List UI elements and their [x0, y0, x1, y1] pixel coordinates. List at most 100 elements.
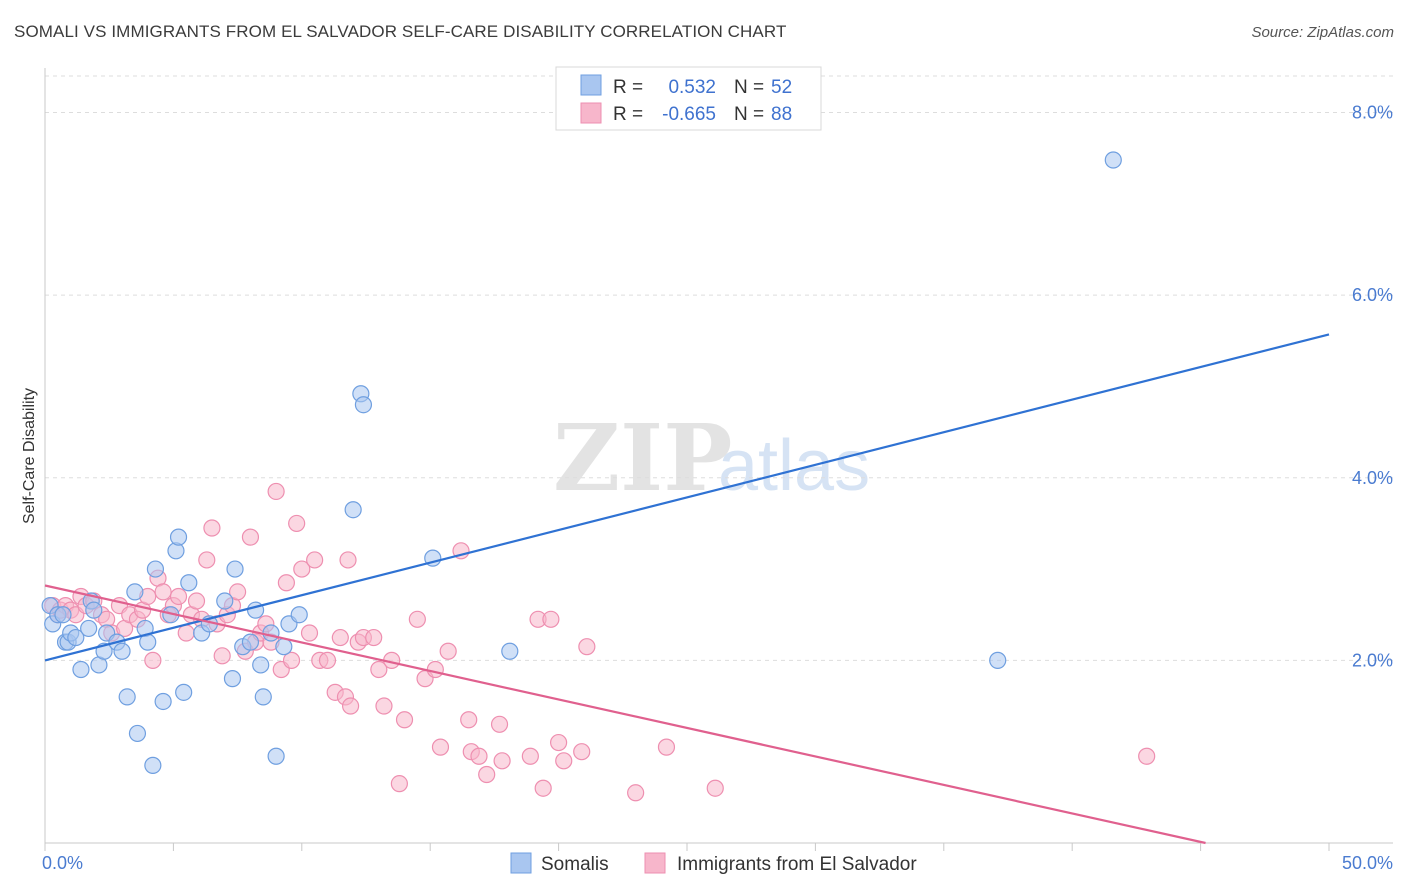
salvador-point	[177, 624, 195, 642]
salvador-point	[306, 551, 324, 569]
somali-point	[216, 592, 234, 610]
regression-line-somalis	[44, 333, 1330, 662]
salvador-point	[573, 743, 591, 761]
salvador-point	[169, 587, 188, 606]
somali-point	[267, 747, 285, 765]
somali-point	[180, 574, 198, 592]
salvador-point	[331, 628, 349, 647]
somali-point	[989, 651, 1007, 669]
salvador-point	[578, 638, 596, 656]
stats-legend-swatch-salvador	[580, 102, 602, 124]
salvador-point	[657, 738, 676, 756]
somali-point	[254, 688, 272, 706]
salvador-point	[341, 697, 360, 715]
somali-point	[344, 501, 362, 519]
salvador-point	[490, 715, 509, 733]
somali-point	[275, 638, 293, 656]
salvador-point	[460, 711, 478, 729]
salvador-point	[542, 610, 560, 628]
chart-title: SOMALI VS IMMIGRANTS FROM EL SALVADOR SE…	[14, 22, 787, 41]
x-tick-label: 50.0%	[1342, 853, 1393, 873]
somali-point	[241, 633, 260, 651]
legend-swatch-somalis	[510, 852, 532, 874]
somali-point	[354, 396, 373, 414]
series-legend: Somalis Immigrants from El Salvador	[510, 852, 917, 875]
y-tick-label: 2.0%	[1352, 650, 1393, 670]
somali-point	[223, 670, 242, 688]
somali-point	[262, 624, 280, 642]
salvador-point	[288, 514, 306, 533]
somali-point	[144, 756, 162, 774]
stats-n-label-somalis: N =	[734, 77, 764, 98]
somali-point	[226, 560, 244, 578]
regression-line-salvador	[44, 584, 1206, 845]
salvador-point	[470, 747, 488, 765]
chart-source: Source: ZipAtlas.com	[1251, 24, 1394, 41]
somali-point	[175, 683, 193, 701]
somali-point	[126, 583, 144, 601]
salvador-point	[521, 747, 539, 765]
salvador-point	[277, 574, 295, 592]
somali-point	[113, 642, 131, 660]
salvador-point	[549, 733, 568, 752]
grid	[45, 75, 1393, 661]
salvador-point	[493, 752, 511, 770]
somali-point	[1104, 151, 1122, 169]
somali-point	[169, 528, 188, 546]
salvador-point	[431, 738, 450, 756]
legend-swatch-salvador	[644, 852, 666, 874]
salvador-point	[203, 519, 221, 537]
salvador-point	[154, 583, 172, 601]
salvador-point	[241, 528, 260, 546]
salvador-point	[267, 482, 285, 501]
watermark-atlas: atlas	[718, 426, 870, 506]
somali-point	[128, 724, 147, 743]
salvador-point	[408, 610, 426, 628]
somali-point	[80, 619, 98, 638]
salvador-point	[555, 752, 573, 770]
salvador-point	[439, 642, 457, 660]
somali-point	[118, 688, 136, 706]
stats-r-value-somalis: 0.532	[668, 77, 716, 98]
stats-n-value-salvador: 88	[771, 104, 792, 125]
watermark-zip: ZIP	[553, 404, 732, 512]
stats-r-value-salvador: -0.665	[662, 104, 716, 125]
somali-point	[290, 606, 308, 624]
salvador-point	[229, 583, 247, 601]
somali-point	[67, 628, 85, 647]
somali-point	[146, 560, 165, 578]
somali-point	[72, 660, 90, 679]
legend-label-salvador: Immigrants from El Salvador	[677, 854, 917, 875]
salvador-point	[339, 551, 357, 569]
somali-point	[85, 601, 103, 619]
salvador-point	[370, 660, 388, 679]
salvador-point	[365, 628, 383, 647]
y-tick-label: 8.0%	[1352, 103, 1393, 123]
salvador-point	[293, 560, 311, 578]
salvador-point	[534, 779, 552, 797]
legend-label-somalis: Somalis	[541, 854, 609, 875]
salvador-point	[318, 651, 337, 669]
y-tick-label: 6.0%	[1352, 285, 1393, 305]
salvador-point	[187, 592, 206, 610]
y-axis-title: Self-Care Disability	[21, 388, 38, 524]
stats-r-label-somalis: R =	[613, 77, 643, 98]
stats-n-label-salvador: N =	[734, 104, 764, 125]
axes: 2.0% 4.0% 6.0% 8.0% 0.0% 50.0%	[42, 68, 1393, 873]
salvador-point	[300, 624, 319, 642]
salvador-point	[213, 647, 231, 665]
somali-point	[252, 656, 270, 674]
salvador-point	[282, 651, 301, 669]
salvador-point	[390, 775, 408, 793]
salvador-point	[706, 779, 724, 797]
stats-n-value-somalis: 52	[771, 77, 792, 98]
somali-point	[54, 606, 72, 624]
salvador-point	[375, 697, 393, 715]
salvador-point	[627, 784, 645, 802]
y-tick-label: 4.0%	[1352, 468, 1393, 488]
stats-legend: R = 0.532 N = 52 R = -0.665 N = 88	[555, 66, 822, 131]
salvador-point	[1138, 747, 1156, 765]
somali-point	[501, 642, 519, 660]
salvador-point	[395, 711, 414, 729]
